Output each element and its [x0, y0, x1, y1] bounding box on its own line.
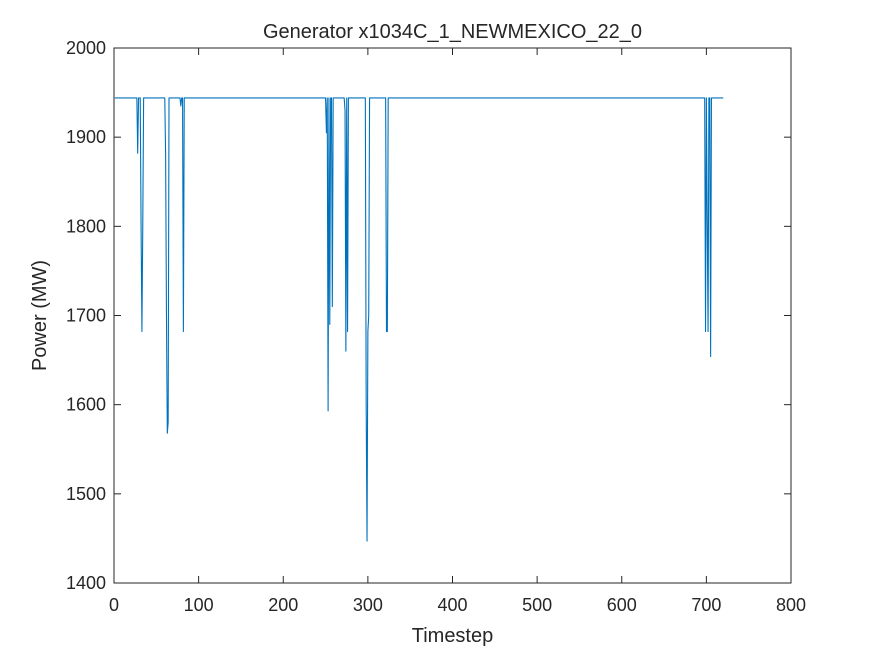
x-axis-label: Timestep [412, 625, 494, 647]
y-tick-label: 1800 [66, 216, 106, 236]
y-axis-label: Power (MW) [29, 260, 51, 371]
plot-area [113, 47, 792, 584]
y-tick-label: 1400 [66, 573, 106, 593]
x-axis-ticks: 0 100 200 300 400 500 600 700 800 [109, 48, 806, 615]
series-line [114, 97, 724, 542]
chart-title: Generator x1034C_1_NEWMEXICO_22_0 [263, 21, 642, 43]
y-tick-label: 1700 [66, 306, 106, 326]
y-tick-label: 1900 [66, 127, 106, 147]
series-layer [114, 97, 724, 542]
x-tick-label: 700 [691, 595, 721, 615]
x-tick-label: 200 [268, 595, 298, 615]
y-tick-label: 2000 [66, 38, 106, 58]
x-tick-label: 100 [184, 595, 214, 615]
x-tick-label: 0 [109, 595, 119, 615]
x-tick-label: 800 [776, 595, 806, 615]
x-tick-label: 600 [607, 595, 637, 615]
x-tick-label: 400 [437, 595, 467, 615]
x-tick-label: 500 [522, 595, 552, 615]
x-tick-label: 300 [353, 595, 383, 615]
y-tick-label: 1600 [66, 395, 106, 415]
y-tick-label: 1500 [66, 484, 106, 504]
y-axis-ticks: 1400 1500 1600 1700 1800 1900 2000 [66, 38, 791, 593]
